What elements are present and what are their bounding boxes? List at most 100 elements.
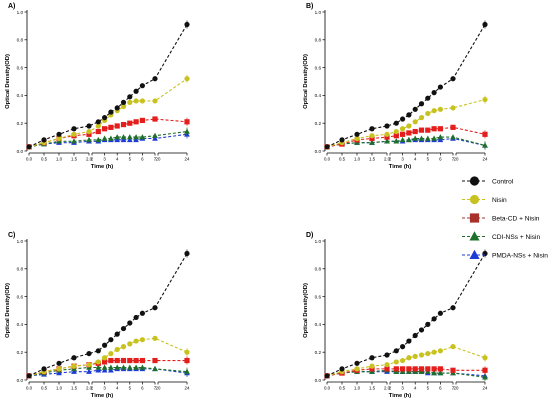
data-point — [101, 135, 108, 141]
y-axis-label: Optical Density(OD) — [303, 54, 309, 109]
data-point — [120, 134, 127, 140]
x-tick-label: 5 — [129, 386, 132, 391]
x-tick-label: 2 — [389, 386, 392, 391]
y-tick-label: 0.0 — [315, 378, 322, 383]
x-tick-label: 2.0 — [384, 157, 391, 162]
data-point — [450, 124, 456, 130]
x-tick-label: 0.0 — [26, 386, 33, 391]
x-tick-label: 2 — [91, 386, 94, 391]
x-tick-label: 20 — [454, 386, 459, 391]
y-axis-label: Optical Density(OD) — [5, 54, 11, 109]
data-point — [400, 357, 406, 364]
data-point — [412, 106, 418, 112]
series-cdi-nss-nisin — [26, 364, 190, 379]
x-tick-label: 1.0 — [56, 386, 63, 391]
data-point — [450, 134, 456, 140]
data-point — [400, 366, 406, 372]
x-tick-label: 0.5 — [41, 157, 48, 162]
data-point — [418, 115, 425, 121]
x-tick-label: 0.0 — [324, 386, 331, 391]
series-line-beta-cd-nisin — [326, 368, 485, 377]
data-point — [152, 135, 158, 141]
data-point — [120, 344, 127, 350]
data-point — [400, 344, 406, 350]
data-point — [127, 320, 133, 326]
data-point — [133, 136, 139, 143]
x-tick-label: 2 — [91, 157, 94, 162]
panel-label: C) — [8, 232, 15, 239]
x-tick-label: 7 — [154, 386, 157, 391]
data-point — [101, 367, 108, 373]
x-tick-label: 1.5 — [369, 386, 376, 391]
x-tick-label: 2 — [389, 157, 392, 162]
data-point — [412, 135, 419, 141]
y-tick-label: 0.4 — [17, 93, 24, 98]
data-point — [71, 138, 77, 144]
data-point — [95, 364, 102, 370]
series-line-cdi-nss-nisin — [326, 136, 486, 148]
data-point — [139, 364, 146, 370]
data-point — [431, 90, 437, 96]
x-axis-label: Time (h) — [389, 393, 412, 399]
data-point — [120, 357, 127, 364]
data-point — [133, 98, 139, 104]
data-point — [56, 135, 62, 142]
data-point — [120, 364, 127, 370]
data-point — [339, 366, 345, 372]
data-point — [393, 366, 399, 372]
y-axis-label: Optical Density(OD) — [303, 283, 309, 338]
data-point — [120, 103, 127, 110]
y-tick-label: 0.4 — [315, 93, 322, 98]
x-tick-label: 6 — [141, 386, 144, 391]
x-tick-label: 20 — [156, 157, 161, 162]
data-point — [152, 116, 158, 122]
data-point — [393, 138, 400, 144]
series-line-control — [28, 24, 188, 148]
data-point — [86, 136, 92, 143]
data-point — [126, 134, 133, 140]
data-point — [102, 342, 108, 348]
data-point — [114, 364, 121, 370]
series-control — [324, 20, 488, 150]
data-point — [412, 119, 418, 125]
series-beta-cd-nisin — [324, 124, 488, 150]
data-point — [431, 349, 437, 355]
data-point — [450, 305, 456, 311]
series-line-nisin — [28, 337, 188, 377]
y-tick-label: 0.2 — [17, 121, 24, 126]
data-point — [133, 357, 139, 364]
legend-marker — [469, 231, 480, 241]
x-tick-label: 4 — [414, 386, 417, 391]
series-beta-cd-nisin — [26, 356, 190, 379]
data-point — [114, 136, 121, 143]
data-point — [95, 123, 101, 129]
data-point — [482, 96, 488, 103]
data-point — [431, 126, 437, 132]
data-point — [406, 338, 412, 344]
x-tick-label: 2.0 — [384, 386, 391, 391]
data-point — [56, 366, 62, 372]
data-point — [120, 121, 127, 128]
data-point — [139, 310, 145, 316]
data-point — [133, 134, 139, 140]
x-tick-label: 6 — [141, 157, 144, 162]
data-point — [71, 363, 77, 369]
y-tick-label: 0.8 — [17, 38, 24, 43]
data-point — [369, 363, 375, 369]
data-point — [324, 144, 330, 150]
data-point — [418, 101, 425, 107]
data-point — [108, 109, 114, 115]
data-point — [437, 370, 444, 376]
data-point — [354, 366, 360, 372]
data-point — [369, 126, 375, 132]
data-point — [184, 357, 190, 364]
data-point — [95, 348, 101, 354]
panel-a: A) 0.0 0.2 0.4 0.6 0.8 1.0 Optical Density(OD) 0… — [5, 3, 190, 170]
x-tick-label: 24 — [185, 157, 190, 162]
data-point — [437, 366, 443, 372]
x-tick-label: 7 — [452, 157, 455, 162]
panel-d: D) 0.0 0.2 0.4 0.6 0.8 1.0 Optical Density(OD) 0… — [303, 232, 488, 399]
data-point — [108, 135, 114, 141]
data-point — [406, 130, 412, 136]
data-point — [431, 366, 437, 372]
